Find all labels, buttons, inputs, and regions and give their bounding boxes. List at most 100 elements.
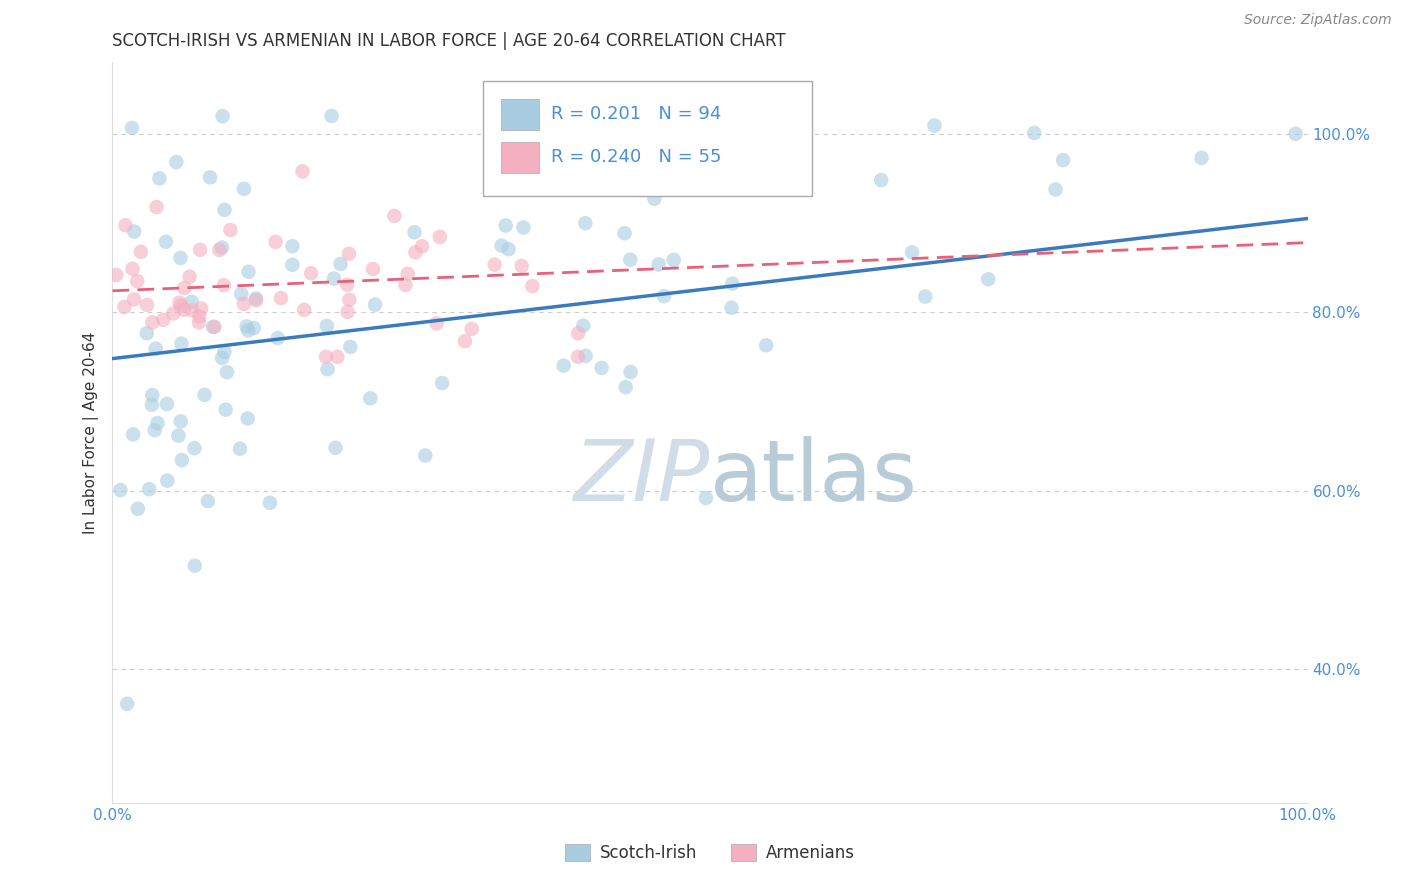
Point [190,301,212,316]
Point [236,411,259,425]
Point [188,310,211,324]
Point [620,365,643,379]
Point [122,293,145,307]
Point [557,170,579,185]
Point [299,266,322,280]
Point [211,109,233,123]
Point [152,312,174,326]
Point [567,326,589,341]
Text: SCOTCH-IRISH VS ARMENIAN IN LABOR FORCE | AGE 20-64 CORRELATION CHART: SCOTCH-IRISH VS ARMENIAN IN LABOR FORCE … [112,32,786,50]
Point [326,350,349,364]
Point [202,319,225,334]
Point [264,235,287,249]
Point [219,223,242,237]
Point [180,294,202,309]
Point [1052,153,1074,167]
Point [404,245,426,260]
Point [179,269,201,284]
Point [214,202,236,217]
Point [141,315,163,329]
Point [136,298,159,312]
Point [315,350,337,364]
Point [1045,182,1067,196]
Point [235,319,257,334]
Point [180,303,202,318]
Point [110,483,132,497]
Point [214,402,236,417]
Point [384,209,406,223]
Point [574,216,596,230]
Point [619,252,641,267]
Point [169,251,191,265]
Point [188,315,211,329]
Point [870,173,893,187]
Point [429,230,451,244]
FancyBboxPatch shape [501,142,538,173]
Point [321,109,343,123]
Point [121,120,143,135]
Point [141,398,163,412]
Point [115,697,138,711]
Point [170,336,193,351]
Point [1191,151,1213,165]
Point [498,242,520,256]
Point [329,257,352,271]
Point [914,289,936,303]
Point [211,240,233,254]
Point [394,277,416,292]
Point [721,277,744,291]
Point [643,192,665,206]
Point [495,219,517,233]
Point [323,271,346,285]
Point [652,289,675,303]
Y-axis label: In Labor Force | Age 20-64: In Labor Force | Age 20-64 [83,332,98,533]
Point [1024,126,1046,140]
Point [143,423,166,437]
Point [114,219,136,233]
Point [337,293,360,307]
Point [156,397,179,411]
Point [977,272,1000,286]
Point [135,326,157,341]
Point [411,239,433,253]
Point [553,359,575,373]
Point [208,243,231,257]
Point [121,261,143,276]
FancyBboxPatch shape [484,81,811,195]
Point [194,388,217,402]
Point [245,292,267,306]
Point [197,494,219,508]
Point [339,340,361,354]
Point [170,299,193,313]
Point [259,496,281,510]
Point [717,139,740,153]
Point [522,279,544,293]
Point [292,302,315,317]
Point [229,442,252,456]
Point [170,414,193,428]
Point [267,331,290,345]
Point [648,258,671,272]
Point [315,318,337,333]
Point [924,119,946,133]
Point [165,155,187,169]
Point [720,301,742,315]
Point [361,262,384,277]
Point [484,258,506,272]
Point [364,298,387,312]
Point [198,170,221,185]
Point [184,558,207,573]
Point [231,287,253,301]
Point [613,226,636,240]
Point [122,427,145,442]
Point [425,317,447,331]
Point [148,171,170,186]
Point [169,295,191,310]
Point [155,235,177,249]
Text: R = 0.201   N = 94: R = 0.201 N = 94 [551,105,721,123]
Point [232,297,254,311]
Point [614,380,637,394]
Point [359,392,381,406]
Point [404,225,426,239]
Point [510,259,533,273]
